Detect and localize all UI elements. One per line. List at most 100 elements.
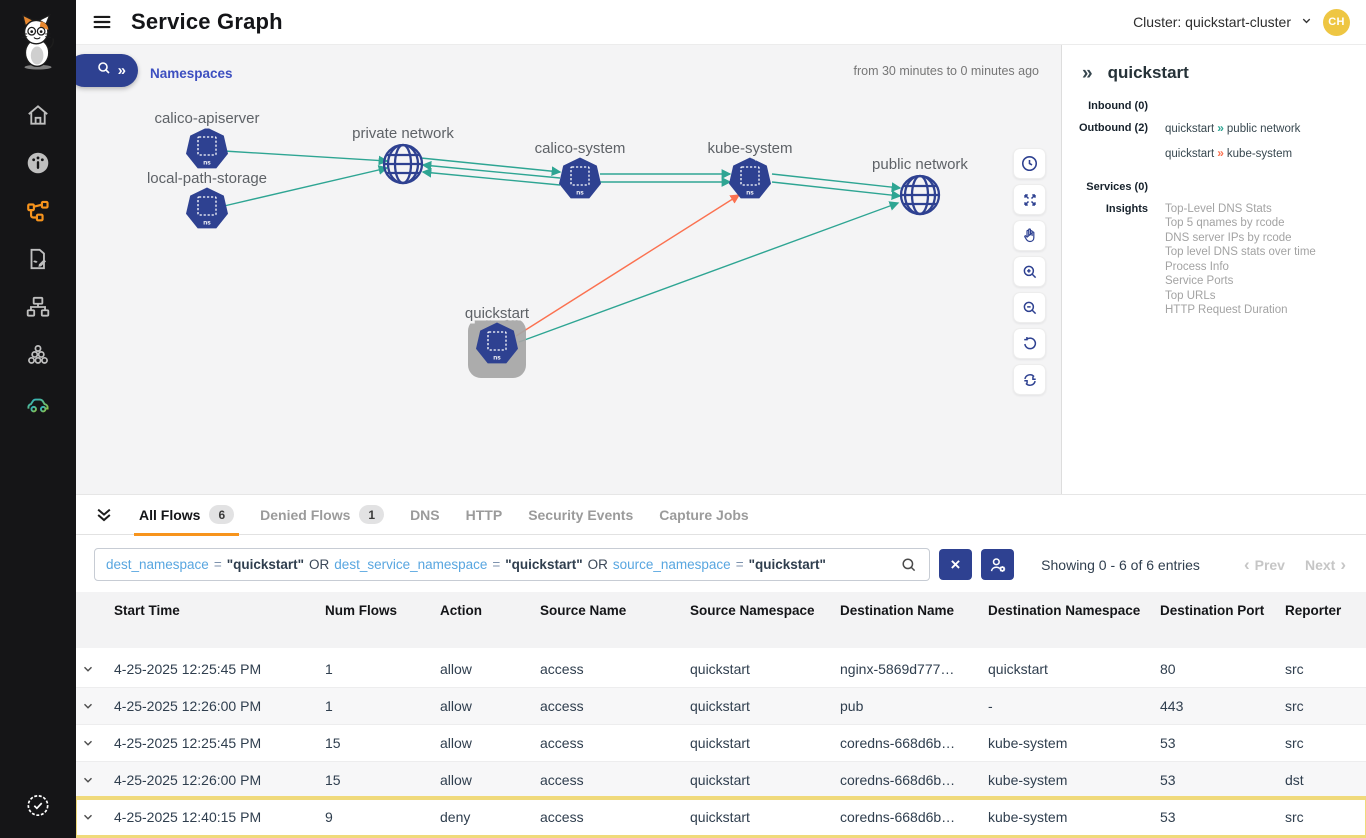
tab-security-events[interactable]: Security Events [528, 506, 634, 523]
fit-view-button[interactable] [1013, 184, 1046, 215]
insight-link[interactable]: Process Info [1165, 260, 1229, 273]
column-header[interactable]: Destination Name [840, 603, 955, 618]
graph-search-pill[interactable]: » [76, 54, 138, 87]
insight-link[interactable]: Service Ports [1165, 275, 1234, 288]
insight-link[interactable]: Top level DNS stats over time [1165, 246, 1316, 259]
sidebar-item-clusters-icon[interactable] [14, 331, 62, 379]
user-avatar[interactable]: CH [1323, 8, 1350, 36]
tab-capture-jobs[interactable]: Capture Jobs [659, 506, 749, 523]
tab-denied-flows[interactable]: Denied Flows 1 [247, 495, 397, 535]
graph-edge-kube-system-to-public-network[interactable] [771, 181, 902, 200]
graph-edge-quickstart-to-public-network[interactable] [518, 201, 900, 343]
clear-filter-button[interactable]: × [939, 549, 972, 580]
graph-node-public-network[interactable]: public network [870, 154, 971, 216]
calico-cat-logo[interactable] [11, 12, 65, 77]
graph-view-label[interactable]: Namespaces [150, 66, 233, 81]
flow-cell: allow [440, 698, 472, 714]
sidebar-item-service-graph-icon[interactable] [14, 187, 62, 235]
hamburger-menu-icon[interactable] [91, 11, 113, 33]
column-header[interactable]: Destination Port [1160, 603, 1265, 618]
column-header[interactable]: Num Flows [325, 603, 398, 618]
insight-link[interactable]: Top URLs [1165, 289, 1216, 302]
graph-edge-kube-system-to-public-network[interactable] [771, 173, 902, 192]
insight-link[interactable]: HTTP Request Duration [1165, 304, 1288, 317]
filter-token-kw: OR [587, 557, 608, 572]
graph-node-label: public network [872, 156, 968, 173]
column-header[interactable]: Start Time [114, 603, 180, 618]
graph-edge-calico-apiserver-to-private-network[interactable] [223, 150, 389, 166]
flow-row[interactable]: 4-25-2025 12:25:45 PM 15 allow access quicks… [76, 725, 1366, 762]
expand-row-icon[interactable] [76, 810, 114, 824]
flow-cell: quickstart [690, 772, 750, 788]
flow-row-highlighted[interactable]: 4-25-2025 12:40:15 PM 9 deny access quicksta… [73, 796, 1366, 838]
insight-link[interactable]: Top-Level DNS Stats [1165, 203, 1272, 215]
time-range-button[interactable] [1013, 148, 1046, 179]
collapse-flows-icon[interactable] [94, 505, 114, 525]
graph-node-calico-apiserver[interactable]: ns calico-apiserver [152, 108, 262, 169]
flow-row[interactable]: 4-25-2025 12:25:45 PM 1 allow access quickst… [76, 651, 1366, 688]
expand-row-icon[interactable] [76, 736, 114, 750]
zoom-out-button[interactable] [1013, 292, 1046, 323]
pan-button[interactable] [1013, 220, 1046, 251]
column-header[interactable]: Action [440, 603, 482, 618]
sidebar-item-network-tree-icon[interactable] [14, 283, 62, 331]
tab-dns[interactable]: DNS [410, 506, 440, 523]
graph-edge-private-network-to-calico-system[interactable] [420, 157, 562, 177]
refresh-button[interactable] [1013, 364, 1046, 395]
next-page-button[interactable]: Next › [1304, 555, 1346, 574]
flow-cell: src [1285, 735, 1304, 751]
sidebar-item-dashboard-icon[interactable] [14, 139, 62, 187]
flow-filter-input[interactable]: dest_namespace = "quickstart" OR dest_servic… [94, 548, 930, 581]
flow-cell: coredns-668d6b… [840, 809, 956, 825]
flow-row[interactable]: 4-25-2025 12:26:00 PM 15 allow access quicks… [76, 762, 1366, 799]
flow-cell: access [540, 772, 584, 788]
zoom-in-button[interactable] [1013, 256, 1046, 287]
prev-page-button[interactable]: ‹ Prev [1243, 555, 1285, 574]
graph-node-label: kube-system [707, 140, 792, 157]
outbound-entry[interactable]: quickstart» public network [1165, 121, 1301, 135]
graph-node-private-network[interactable]: private network [350, 123, 457, 185]
undo-button[interactable] [1013, 328, 1046, 359]
search-icon[interactable] [900, 556, 918, 574]
filter-row: dest_namespace = "quickstart" OR dest_servic… [76, 535, 1366, 592]
graph-node-calico-system[interactable]: ns calico-system [532, 138, 628, 199]
cluster-selector[interactable]: Cluster: quickstart-cluster [1133, 14, 1313, 30]
graph-node-local-path-storage[interactable]: ns local-path-storage [144, 168, 270, 229]
flow-row[interactable]: 4-25-2025 12:26:00 PM 1 allow access quickst… [76, 688, 1366, 725]
tab-http[interactable]: HTTP [465, 506, 503, 523]
flow-columns-settings-button[interactable] [981, 549, 1014, 580]
outbound-entry[interactable]: quickstart» kube-system [1165, 146, 1293, 160]
column-header[interactable]: Reporter [1285, 603, 1342, 618]
flows-table-body: 4-25-2025 12:25:45 PM 1 allow access quickst… [73, 651, 1366, 838]
expand-row-icon[interactable] [76, 662, 114, 676]
service-graph-canvas[interactable]: ns calico-apiserver ns local-path-storage pr… [76, 45, 1061, 494]
expand-row-icon[interactable] [76, 773, 114, 787]
graph-edge-calico-system-to-private-network[interactable] [421, 160, 561, 179]
filter-query: dest_namespace = "quickstart" OR dest_servic… [106, 557, 826, 572]
graph-edge-calico-system-to-private-network[interactable] [421, 167, 561, 186]
flow-cell: 9 [325, 809, 333, 825]
tab-all-flows[interactable]: All Flows 6 [126, 495, 247, 536]
insight-link[interactable]: DNS server IPs by rcode [1165, 231, 1292, 244]
graph-node-label: calico-system [535, 140, 626, 157]
graph-edge-local-path-storage-to-private-network[interactable] [223, 165, 389, 207]
sidebar-item-vehicle-icon[interactable] [14, 379, 62, 427]
sidebar-item-home-icon[interactable] [14, 91, 62, 139]
column-header[interactable]: Source Name [540, 603, 627, 618]
verified-badge-icon[interactable] [25, 792, 52, 824]
flow-cell: kube-system [988, 809, 1068, 825]
graph-edge-quickstart-to-kube-system[interactable] [515, 194, 741, 337]
flow-cell: 4-25-2025 12:40:15 PM [114, 809, 262, 825]
expand-row-icon[interactable] [76, 699, 114, 713]
inbound-label: Inbound (0) [1088, 100, 1148, 112]
sidebar-item-policies-icon[interactable] [14, 235, 62, 283]
insight-link[interactable]: Top 5 qnames by rcode [1165, 217, 1285, 230]
graph-node-kube-system[interactable]: ns kube-system [705, 138, 795, 199]
column-header[interactable]: Source Namespace [690, 603, 815, 618]
flow-cell: 15 [325, 772, 341, 788]
insights-label: Insights [1105, 203, 1148, 215]
graph-node-quickstart[interactable]: ns quickstart [462, 303, 532, 378]
column-header[interactable]: Destination Namespace [988, 603, 1141, 618]
flow-cell: 53 [1160, 772, 1176, 788]
panel-collapse-icon[interactable]: » [1082, 62, 1093, 84]
